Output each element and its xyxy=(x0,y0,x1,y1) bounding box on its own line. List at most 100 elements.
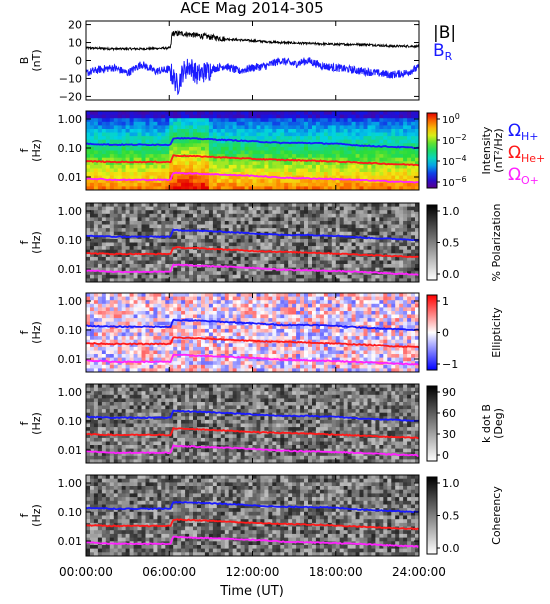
heatmap-cell xyxy=(375,165,379,169)
heatmap-cell xyxy=(320,169,324,173)
heatmap-cell xyxy=(387,246,391,250)
heatmap-cell xyxy=(185,300,189,304)
heatmap-cell xyxy=(284,151,288,155)
heatmap-cell xyxy=(368,122,372,126)
heatmap-cell xyxy=(264,161,268,165)
heatmap-cell xyxy=(189,151,193,155)
heatmap-cell xyxy=(102,318,106,322)
heatmap-cell xyxy=(268,115,272,119)
heatmap-cell xyxy=(336,207,340,211)
heatmap-cell xyxy=(328,246,332,250)
heatmap-cell xyxy=(340,165,344,169)
heatmap-cell xyxy=(407,228,411,232)
heatmap-cell xyxy=(292,221,296,225)
heatmap-cell xyxy=(165,118,169,122)
heatmap-cell xyxy=(276,179,280,183)
heatmap-cell xyxy=(90,133,94,137)
heatmap-cell xyxy=(106,293,110,297)
heatmap-cell xyxy=(185,225,189,229)
heatmap-cell xyxy=(356,172,360,176)
heatmap-cell xyxy=(193,151,197,155)
heatmap-cell xyxy=(138,118,142,122)
heatmap-cell xyxy=(110,129,114,133)
heatmap-cell xyxy=(296,179,300,183)
heatmap-cell xyxy=(169,217,173,221)
heatmap-cell xyxy=(237,207,241,211)
heatmap-cell xyxy=(205,300,209,304)
heatmap-cell xyxy=(391,221,395,225)
heatmap-cell xyxy=(173,118,177,122)
heatmap-cell xyxy=(106,275,110,279)
heatmap-cell xyxy=(249,361,253,365)
heatmap-cell xyxy=(217,111,221,115)
heatmap-cell xyxy=(153,207,157,211)
heatmap-cell xyxy=(296,304,300,308)
heatmap-cell xyxy=(193,125,197,129)
heatmap-cell xyxy=(114,333,118,337)
heatmap-cell xyxy=(383,176,387,180)
heatmap-cell xyxy=(276,217,280,221)
heatmap-cell xyxy=(153,347,157,351)
heatmap-cell xyxy=(368,172,372,176)
heatmap-cell xyxy=(264,118,268,122)
heatmap-cell xyxy=(221,210,225,214)
heatmap-cell xyxy=(268,315,272,319)
heatmap-cell xyxy=(213,133,217,137)
heatmap-cell xyxy=(340,214,344,218)
heatmap-cell xyxy=(193,207,197,211)
heatmap-cell xyxy=(407,207,411,211)
heatmap-cell xyxy=(245,228,249,232)
heatmap-cell xyxy=(118,118,122,122)
heatmap-cell xyxy=(257,133,261,137)
heatmap-cell xyxy=(229,122,233,126)
heatmap-cell xyxy=(213,179,217,183)
heatmap-cell xyxy=(217,239,221,243)
heatmap-cell xyxy=(391,140,395,144)
heatmap-cell xyxy=(173,143,177,147)
heatmap-cell xyxy=(272,347,276,351)
heatmap-cell xyxy=(368,268,372,272)
heatmap-cell xyxy=(193,250,197,254)
heatmap-cell xyxy=(94,347,98,351)
heatmap-cell xyxy=(118,122,122,126)
heatmap-cell xyxy=(292,136,296,140)
heatmap-cell xyxy=(411,228,415,232)
heatmap-cell xyxy=(201,217,205,221)
heatmap-cell xyxy=(387,140,391,144)
heatmap-cell xyxy=(268,129,272,133)
heatmap-cell xyxy=(272,183,276,187)
heatmap-cell xyxy=(272,125,276,129)
heatmap-cell xyxy=(320,246,324,250)
heatmap-cell xyxy=(189,143,193,147)
heatmap-cell xyxy=(292,169,296,173)
heatmap-cell xyxy=(130,300,134,304)
heatmap-cell xyxy=(300,221,304,225)
heatmap-cell xyxy=(165,225,169,229)
heatmap-cell xyxy=(379,261,383,265)
heatmap-cell xyxy=(114,243,118,247)
heatmap-cell xyxy=(395,158,399,162)
heatmap-cell xyxy=(411,268,415,272)
heatmap-cell xyxy=(245,125,249,129)
heatmap-cell xyxy=(126,183,130,187)
heatmap-cell xyxy=(280,203,284,207)
heatmap-cell xyxy=(253,347,257,351)
heatmap-cell xyxy=(375,111,379,115)
heatmap-cell xyxy=(217,333,221,337)
heatmap-cell xyxy=(387,243,391,247)
heatmap-cell xyxy=(201,315,205,319)
heatmap-cell xyxy=(241,207,245,211)
heatmap-cell xyxy=(181,207,185,211)
heatmap-cell xyxy=(165,243,169,247)
heatmap-cell xyxy=(201,304,205,308)
heatmap-cell xyxy=(181,225,185,229)
heatmap-cell xyxy=(209,161,213,165)
heatmap-cell xyxy=(138,333,142,337)
heatmap-cell xyxy=(177,158,181,162)
heatmap-cell xyxy=(356,125,360,129)
heatmap-cell xyxy=(332,217,336,221)
heatmap-cell xyxy=(264,165,268,169)
heatmap-cell xyxy=(189,293,193,297)
heatmap-cell xyxy=(114,217,118,221)
heatmap-cell xyxy=(185,176,189,180)
